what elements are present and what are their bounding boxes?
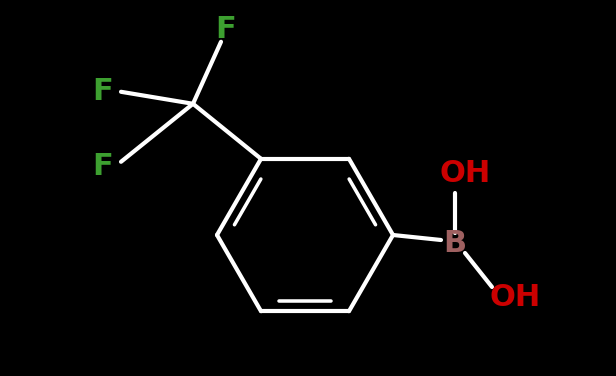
Text: OH: OH xyxy=(489,282,541,311)
Text: F: F xyxy=(92,152,113,181)
Text: OH: OH xyxy=(439,159,490,188)
Text: B: B xyxy=(444,229,466,258)
Text: F: F xyxy=(216,15,237,44)
Text: F: F xyxy=(92,77,113,106)
